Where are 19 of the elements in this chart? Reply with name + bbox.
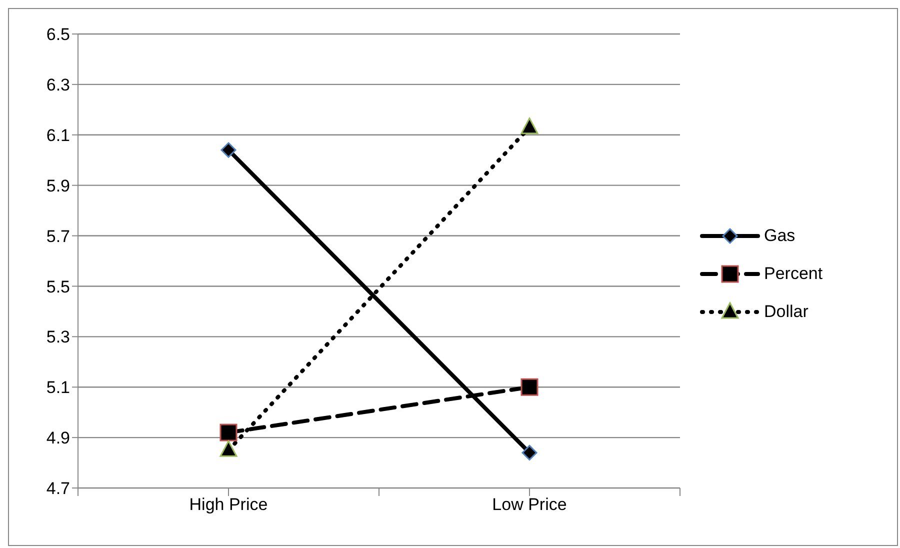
point <box>220 424 238 442</box>
y-tick-label: 5.5 <box>46 277 70 296</box>
point <box>522 444 538 460</box>
y-tick-label: 5.9 <box>46 176 70 196</box>
legend-label: Gas <box>764 226 796 246</box>
y-tick-label: 6.5 <box>46 25 70 44</box>
y-tick-label: 5.7 <box>46 226 70 246</box>
point <box>520 378 538 396</box>
y-tick-label: 5.3 <box>46 328 70 347</box>
legend-label: Dollar <box>764 302 808 322</box>
y-tick-label: 5.1 <box>46 378 70 398</box>
point <box>220 142 236 158</box>
x-tick-label: Low Price <box>492 495 567 514</box>
y-tick-label: 6.1 <box>46 126 70 145</box>
legend-label: Percent <box>764 264 823 284</box>
y-tick-label: 4.7 <box>46 479 70 498</box>
y-tick-label: 4.9 <box>46 428 70 448</box>
y-tick-label: 6.3 <box>46 75 70 94</box>
x-tick-label: High Price <box>189 495 268 514</box>
